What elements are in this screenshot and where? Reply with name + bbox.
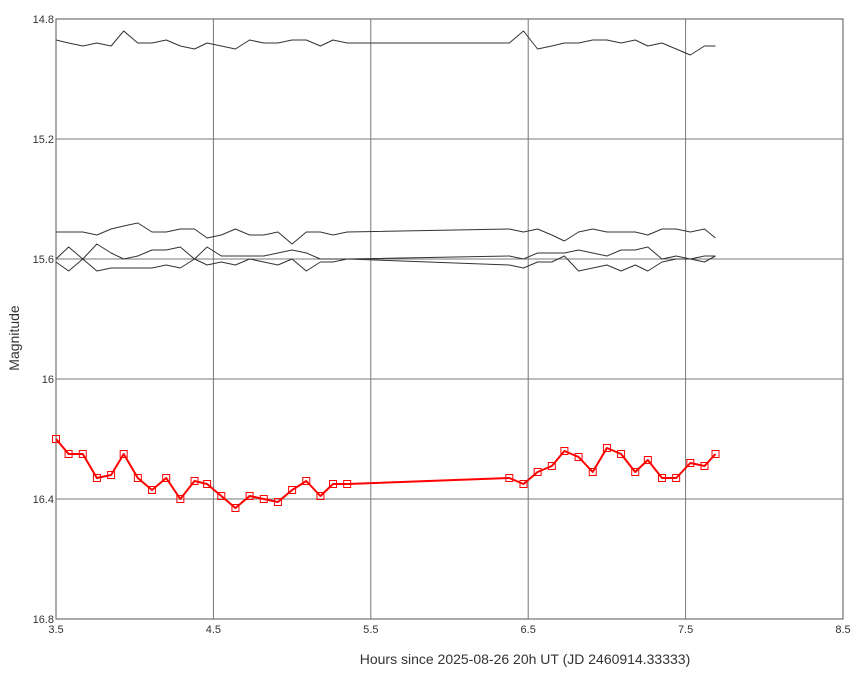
target-point [547,462,556,470]
target-point [133,474,142,482]
y-tick-label: 16 [42,374,54,386]
x-tick-label: 3.5 [48,624,63,636]
target-point [617,450,626,458]
target-point [343,480,352,488]
x-tick-label: 6.5 [521,624,536,636]
target-point [64,450,73,458]
target-point [190,477,199,485]
target-point [231,504,240,512]
y-tick-label: 16.4 [33,494,54,506]
markers [52,435,720,512]
comparison-series-line-1 [55,30,716,56]
target-point [505,474,514,482]
target-point [302,477,311,485]
comparison-series-line-2 [56,222,716,245]
target-point [672,474,681,482]
target-point [519,480,528,488]
plot-frame [55,18,844,620]
target-point [203,480,212,488]
grid [55,18,844,620]
target-point [107,471,116,479]
target-point [78,450,87,458]
tick-labels: 3.5 4.5 5.5 6.5 7.5 8.5 14.8 15.2 15.6 16 16.4 16.8 [33,14,851,636]
target-point [52,435,60,443]
target-point [119,450,128,458]
series-layer [55,30,717,509]
target-point [92,474,101,482]
y-tick-label: 15.2 [33,134,54,146]
target-point [602,444,611,452]
target-point [686,459,695,467]
x-axis-label: Hours since 2025-08-26 20h UT (JD 246091… [360,651,691,667]
y-axis-label: Magnitude [6,305,22,371]
target-point [148,486,157,494]
target-point [329,480,338,488]
x-tick-label: 8.5 [835,624,850,636]
target-point [588,468,597,476]
comparison-series-line-3 [55,243,716,260]
target-point [560,447,569,455]
target-point [316,492,325,500]
target-point [176,495,185,503]
target-point [217,492,226,500]
target-point [273,498,282,506]
target-point [657,474,666,482]
target-point [245,492,254,500]
x-tick-label: 4.5 [206,624,221,636]
x-tick-label: 5.5 [363,624,378,636]
y-tick-label: 15.6 [33,254,54,266]
target-point [574,453,583,461]
target-series-line [55,438,717,509]
target-point [711,450,720,458]
target-point [643,456,652,464]
y-tick-label: 14.8 [33,14,54,26]
comparison-series-line-4 [55,255,716,272]
y-tick-label: 16.8 [33,614,54,626]
target-point [162,474,171,482]
x-tick-label: 7.5 [678,624,693,636]
target-point [259,495,268,503]
target-point [700,462,709,470]
target-point [288,486,297,494]
target-point [631,468,640,476]
target-point [533,468,542,476]
